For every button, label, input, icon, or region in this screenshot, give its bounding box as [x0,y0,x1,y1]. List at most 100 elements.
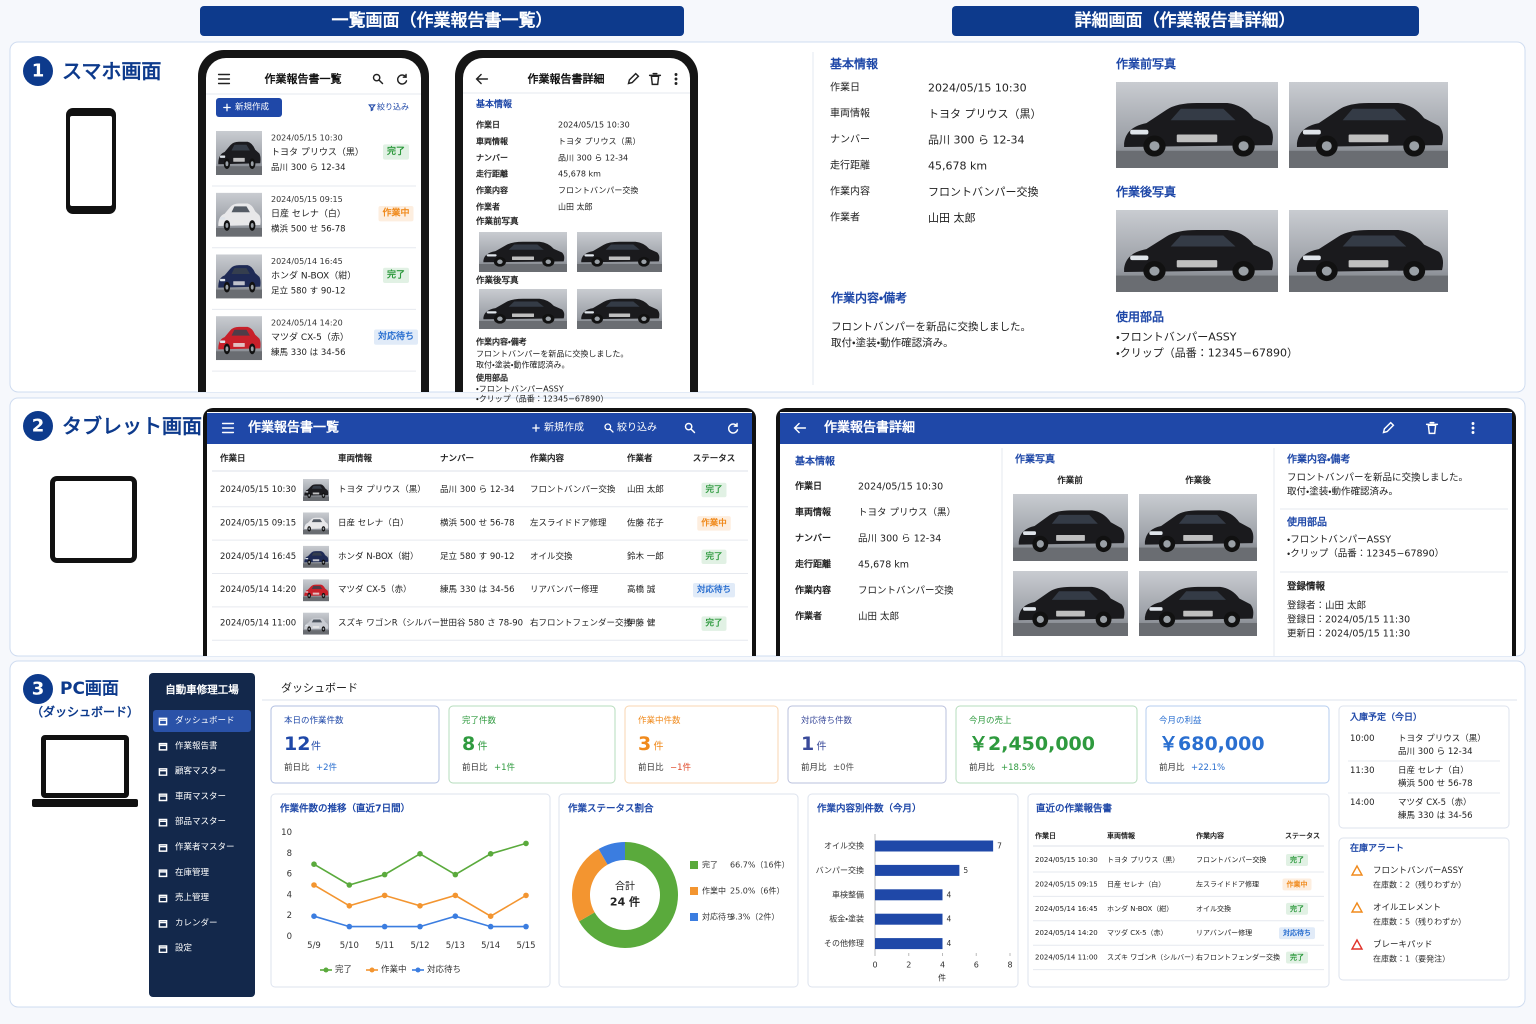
text: フロントバンパー交換 [530,484,616,495]
menu-item[interactable]: 車両マスター [175,791,226,802]
refresh-icon[interactable] [397,73,408,85]
x-tick-label: 5/9 [307,941,321,951]
menu-icon[interactable] [217,73,231,85]
filter-icon[interactable] [368,104,376,112]
menu-item[interactable]: 作業報告書 [175,740,218,751]
trash-icon[interactable] [1425,421,1439,435]
x-tick-label: 6 [974,961,979,970]
menu-icon[interactable] [221,422,235,434]
legend-label: 作業中 [702,886,726,896]
search-icon[interactable] [684,422,696,434]
text: 右フロントフェンダー交換 [530,618,633,629]
icon-shape [1425,421,1439,435]
menu-item[interactable]: 設定 [175,944,193,954]
car-photo [1139,571,1257,636]
box-icon[interactable] [158,818,168,827]
button-label[interactable]: 新規作成 [235,102,270,113]
car-photo [1139,494,1257,561]
text: 取付・塗装・動作確認済み。 [1287,486,1398,498]
menu-item[interactable]: 部品マスター [175,817,226,827]
x-tick-label: 5/13 [446,941,465,951]
x-tick-label: 8 [1007,961,1012,970]
text: 山田 太郎 [627,484,664,495]
pie-slice [572,849,608,922]
icon-shape [674,73,678,76]
text: 2024/05/14 11:00 [1035,954,1098,962]
box-icon[interactable] [158,945,168,954]
field-value: トヨタ プリウス（黒） [558,137,641,146]
button-label[interactable]: 新規作成 [544,422,584,434]
box-icon[interactable] [158,717,168,726]
filter-link[interactable]: 絞り込み [617,421,657,434]
new-button[interactable] [216,98,282,117]
text: フロントバンパー交換 [1196,855,1266,864]
plus-icon[interactable] [223,103,231,112]
icon-shape [158,768,168,776]
car-photo [1289,82,1448,168]
text: オイル交換 [530,551,573,562]
field-value: フロントバンパー交換 [858,585,954,597]
plus-icon[interactable] [532,424,540,432]
text: ホンダ N-BOX（紺） [271,269,356,281]
field-label: ナンバー [830,134,870,146]
status-badge [1282,878,1312,891]
text: 2024/05/15 09:15 [220,518,296,528]
field-label: 作業日 [830,81,860,94]
icon-shape [684,422,696,434]
menu-item[interactable]: ダッシュボード [175,715,235,726]
section-number: 2 [32,416,45,437]
dots-icon[interactable] [674,73,678,85]
menu-item[interactable]: 作業者マスター [175,842,235,853]
text: 2024/05/14 14:20 [220,585,296,595]
box-icon[interactable] [158,768,168,776]
box-icon[interactable] [158,919,168,928]
text: マツダ CX-5（赤） [271,331,349,343]
status-label: 完了 [704,484,722,495]
kpi-label: 対応待ち件数 [801,715,853,726]
y-tick-label: 4 [287,890,292,900]
kpi-label: 今月の売上 [969,715,1012,726]
back-icon[interactable] [475,73,489,85]
search-icon[interactable] [372,73,384,85]
filter-link[interactable]: 絞り込み [377,102,409,112]
card-title: 入庫予定（今日） [1349,711,1422,723]
text: 2024/05/15 10:30 [271,134,343,143]
trash-icon[interactable] [648,72,662,86]
status-label: 完了 [704,618,722,629]
pencil-icon[interactable] [1382,421,1395,434]
dots-icon[interactable] [1471,422,1475,434]
data-point [417,851,423,857]
legend-swatch [690,861,698,869]
kpi-compare: +18.5% [1001,763,1035,773]
search-icon[interactable] [604,423,614,433]
box-icon[interactable] [158,742,168,751]
sidebar [149,673,255,997]
menu-item[interactable]: 顧客マスター [175,766,226,777]
kpi-compare-label: 前月比 [801,762,827,773]
text: ・クリップ（品番：12345−67890） [1116,347,1298,360]
x-tick-label: 5/11 [375,941,394,951]
data-point [487,851,494,857]
refresh-icon[interactable] [728,422,739,434]
menu-item[interactable]: カレンダー [175,917,218,928]
section-heading: 作業写真 [1015,453,1055,466]
text: ・クリップ（品番：12345−67890） [476,394,608,404]
icon-shape [1471,431,1475,434]
box-icon[interactable] [158,869,168,878]
column-header: 作業者 [627,453,653,464]
y-tick-label: オイル交換 [824,841,864,851]
box-icon[interactable] [158,844,168,852]
y-tick-label: 6 [287,870,292,880]
box-icon[interactable] [158,894,168,903]
box-icon[interactable] [158,793,168,802]
text: 10:00 [1350,734,1375,744]
text: 更新日：2024/05/15 11:30 [1287,629,1410,640]
car-photo [1116,210,1278,292]
pencil-icon[interactable] [627,72,640,85]
data-point [523,923,529,930]
back-icon[interactable] [793,422,807,434]
status-label: 完了 [1289,953,1304,962]
value-label: 8.3%（2件） [730,912,779,922]
menu-item[interactable]: 在庫管理 [175,867,210,878]
menu-item[interactable]: 売上管理 [175,892,210,903]
